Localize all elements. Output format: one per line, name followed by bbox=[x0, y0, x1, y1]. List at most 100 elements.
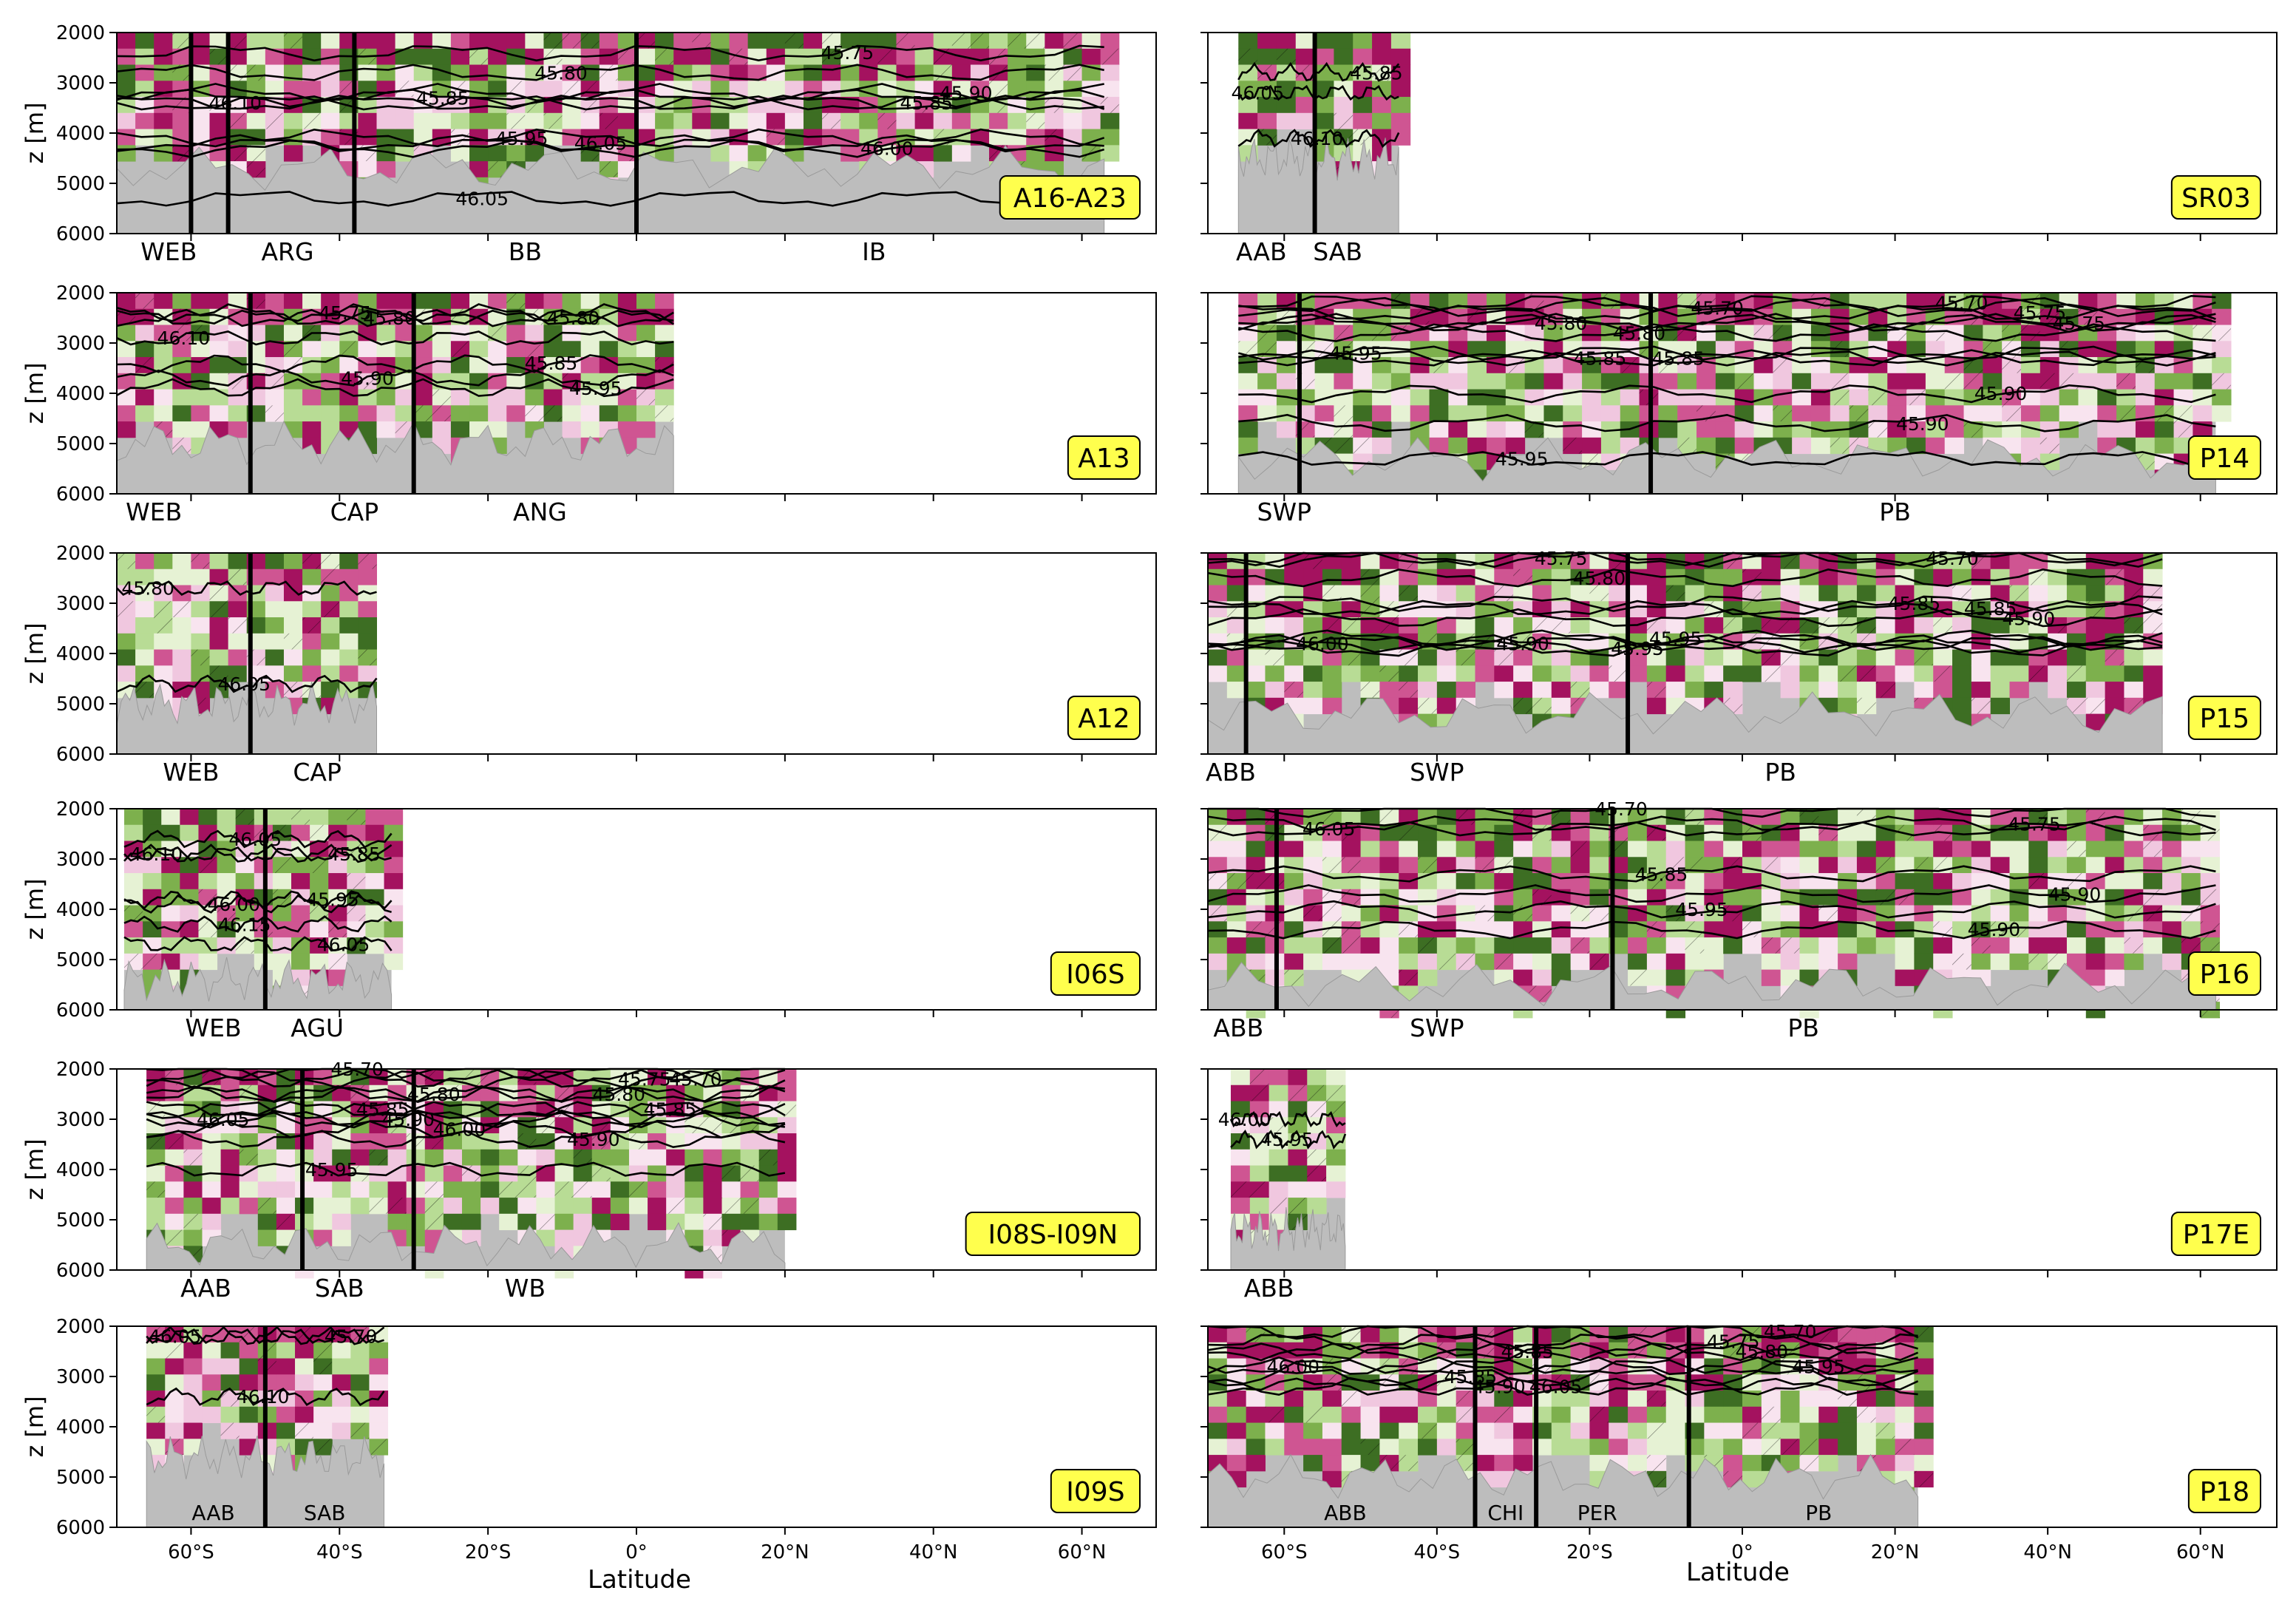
contour-label: 45.80 bbox=[407, 1084, 461, 1105]
y-tick-label: 6000 bbox=[56, 999, 105, 1022]
heatmap-cell bbox=[358, 64, 377, 81]
heatmap-cell bbox=[347, 824, 366, 842]
heatmap-cell bbox=[146, 1069, 166, 1086]
heatmap-cell bbox=[2085, 665, 2106, 682]
heatmap-cell bbox=[1628, 553, 1648, 570]
heatmap-cell bbox=[1971, 665, 1991, 682]
heatmap-cell bbox=[1799, 1391, 1819, 1408]
heatmap-cell bbox=[239, 1342, 259, 1359]
contour-label: 45.85 bbox=[1444, 1366, 1498, 1388]
heatmap-cell bbox=[1226, 585, 1247, 602]
contour-label: 46.10 bbox=[130, 843, 183, 865]
heatmap-cell bbox=[2009, 665, 2029, 682]
heatmap-cell bbox=[554, 1213, 574, 1231]
hatched-cell bbox=[543, 33, 563, 49]
hatched-cell bbox=[591, 1133, 611, 1150]
heatmap-cell bbox=[1723, 665, 1743, 682]
heatmap-cell bbox=[469, 33, 489, 50]
heatmap-cell bbox=[1341, 873, 1362, 890]
heatmap-cell bbox=[432, 293, 452, 310]
heatmap-cell bbox=[1933, 953, 1953, 971]
heatmap-cell bbox=[1914, 809, 1934, 826]
heatmap-cell bbox=[154, 633, 173, 651]
hatched-cell bbox=[877, 48, 897, 65]
y-axis-label: z [m] bbox=[21, 878, 49, 940]
heatmap-cell bbox=[1933, 905, 1953, 922]
heatmap-cell bbox=[1288, 1181, 1308, 1198]
heatmap-cell bbox=[591, 1149, 611, 1167]
heatmap-cell bbox=[1933, 568, 1953, 586]
heatmap-cell bbox=[154, 64, 173, 81]
heatmap-cell bbox=[135, 389, 154, 406]
hatched-cell bbox=[1379, 665, 1399, 682]
heatmap-cell bbox=[191, 421, 211, 438]
heatmap-cell bbox=[721, 1181, 741, 1198]
heatmap-cell bbox=[1475, 841, 1495, 858]
y-axis-label: z [m] bbox=[21, 1396, 49, 1457]
heatmap-cell bbox=[1734, 421, 1754, 438]
heatmap-cell bbox=[369, 1165, 389, 1182]
hatched-cell bbox=[1257, 325, 1277, 342]
hatched-cell bbox=[1246, 873, 1266, 889]
hatched-cell bbox=[1372, 325, 1391, 342]
heatmap-cell bbox=[358, 293, 377, 310]
heatmap-cell bbox=[1372, 437, 1392, 455]
contour-line bbox=[116, 354, 674, 373]
heatmap-cell bbox=[321, 682, 340, 699]
heatmap-cell bbox=[1390, 112, 1411, 130]
hatched-cell bbox=[369, 1198, 388, 1214]
contour-label: 46.05 bbox=[455, 188, 509, 209]
heatmap-cell bbox=[840, 64, 860, 81]
heatmap-cell bbox=[1314, 48, 1334, 66]
hatched-cell bbox=[1265, 1406, 1285, 1423]
heatmap-cell bbox=[1475, 1455, 1495, 1472]
heatmap-cell bbox=[692, 129, 711, 146]
hatched-cell bbox=[272, 857, 292, 874]
heatmap-cell bbox=[636, 341, 656, 358]
heatmap-cell bbox=[2124, 809, 2144, 826]
heatmap-cell bbox=[1753, 405, 1773, 422]
heatmap-cell bbox=[172, 112, 191, 130]
contour-line bbox=[116, 309, 674, 325]
hatched-cell bbox=[295, 1422, 314, 1439]
heatmap-cell bbox=[2009, 873, 2029, 890]
heatmap-cell bbox=[1429, 405, 1449, 422]
heatmap-cell bbox=[165, 1213, 184, 1231]
heatmap-cell bbox=[1665, 969, 1686, 986]
basin-label: WEB bbox=[140, 237, 197, 266]
hatched-cell bbox=[228, 112, 247, 129]
hatched-cell bbox=[1100, 97, 1119, 113]
hatched-cell bbox=[896, 33, 915, 49]
y-tick-label: 5000 bbox=[56, 433, 105, 455]
heatmap-cell bbox=[989, 112, 1008, 130]
heatmap-cell bbox=[685, 1165, 704, 1182]
heatmap-cell bbox=[1322, 682, 1342, 699]
y-tick-label: 3000 bbox=[56, 1366, 105, 1388]
heatmap-cell bbox=[1390, 405, 1411, 422]
heatmap-cell bbox=[599, 405, 619, 422]
heatmap-cell bbox=[1600, 373, 1621, 390]
heatmap-cell bbox=[332, 1229, 351, 1246]
heatmap-cell bbox=[580, 357, 600, 374]
heatmap-cell bbox=[191, 64, 211, 81]
heatmap-cell bbox=[1226, 1439, 1247, 1456]
contour-label: 46.10 bbox=[237, 1386, 290, 1408]
heatmap-cell bbox=[1646, 969, 1667, 986]
heatmap-cell bbox=[1810, 325, 1831, 342]
heatmap-cell bbox=[1780, 905, 1800, 922]
heatmap-cell bbox=[562, 405, 582, 422]
heatmap-cell bbox=[1646, 665, 1667, 682]
heatmap-cell bbox=[387, 1149, 407, 1167]
heatmap-cell bbox=[1849, 389, 1869, 406]
heatmap-cell bbox=[1609, 1422, 1628, 1439]
heatmap-cell bbox=[536, 1165, 556, 1182]
heatmap-cell bbox=[1895, 1455, 1915, 1472]
heatmap-cell bbox=[1589, 665, 1609, 682]
heatmap-cell bbox=[1456, 1422, 1475, 1439]
heatmap-cell bbox=[1875, 617, 1896, 634]
heatmap-cell bbox=[1303, 1391, 1323, 1408]
heatmap-cell bbox=[673, 112, 693, 130]
heatmap-cell bbox=[198, 873, 218, 890]
